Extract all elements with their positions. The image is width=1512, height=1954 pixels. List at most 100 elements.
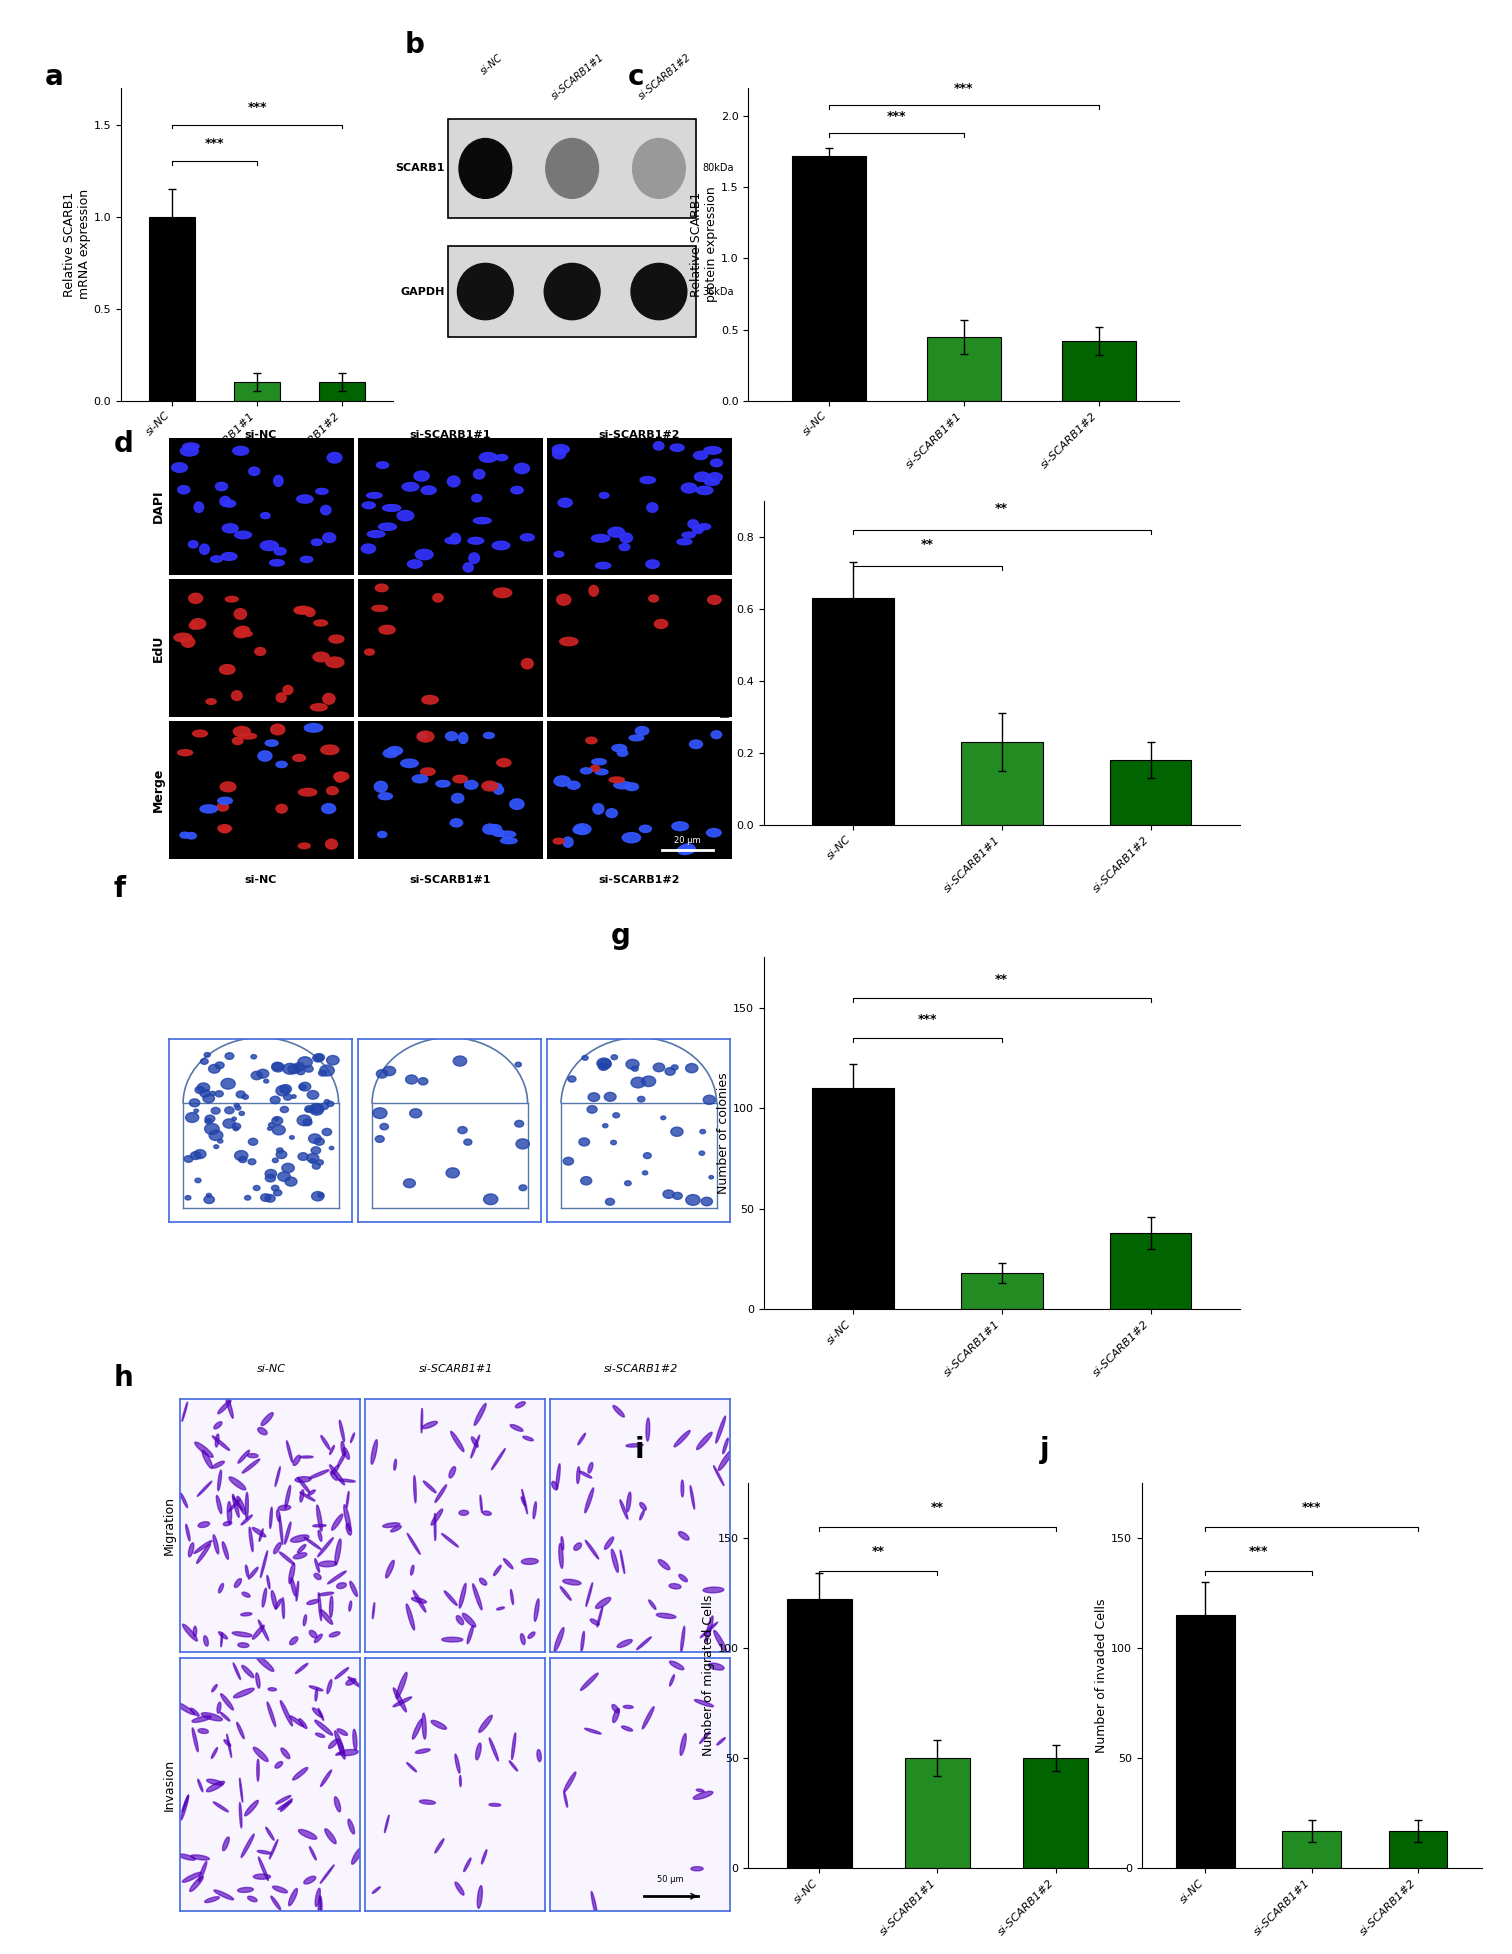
Ellipse shape: [692, 1792, 714, 1800]
Ellipse shape: [307, 1153, 319, 1163]
Ellipse shape: [376, 461, 389, 469]
Ellipse shape: [216, 1495, 222, 1514]
Text: si-SCARB1#2: si-SCARB1#2: [637, 53, 694, 102]
Text: f: f: [113, 875, 125, 903]
Ellipse shape: [284, 1176, 296, 1186]
Ellipse shape: [240, 1514, 253, 1524]
Ellipse shape: [280, 1516, 283, 1544]
Ellipse shape: [582, 1055, 588, 1061]
Ellipse shape: [304, 1876, 316, 1884]
Text: ***: ***: [954, 82, 974, 96]
Bar: [1388, 1831, 1447, 1868]
Ellipse shape: [383, 1067, 396, 1075]
Ellipse shape: [383, 1522, 399, 1528]
Ellipse shape: [325, 1829, 336, 1845]
Y-axis label: EdU: EdU: [153, 635, 165, 662]
Ellipse shape: [478, 1886, 482, 1909]
Ellipse shape: [617, 750, 627, 756]
Ellipse shape: [367, 531, 386, 537]
Ellipse shape: [239, 733, 257, 739]
Ellipse shape: [407, 1534, 420, 1553]
Ellipse shape: [256, 647, 266, 655]
Ellipse shape: [623, 1706, 634, 1708]
Ellipse shape: [310, 703, 327, 711]
Ellipse shape: [569, 1077, 576, 1083]
Ellipse shape: [222, 1837, 230, 1850]
Ellipse shape: [351, 1432, 355, 1442]
Ellipse shape: [295, 608, 307, 614]
Ellipse shape: [419, 1800, 435, 1804]
Ellipse shape: [383, 504, 401, 512]
Ellipse shape: [280, 1551, 295, 1565]
Ellipse shape: [253, 1528, 266, 1538]
Ellipse shape: [277, 805, 287, 813]
Ellipse shape: [342, 1442, 345, 1456]
Ellipse shape: [280, 1700, 292, 1725]
Ellipse shape: [194, 1110, 198, 1112]
Ellipse shape: [559, 637, 578, 645]
Ellipse shape: [653, 1063, 665, 1071]
Ellipse shape: [245, 1565, 248, 1577]
Ellipse shape: [248, 1895, 257, 1901]
Ellipse shape: [591, 758, 606, 764]
Ellipse shape: [407, 1604, 414, 1630]
Ellipse shape: [685, 1063, 699, 1073]
Ellipse shape: [308, 1469, 330, 1479]
Ellipse shape: [416, 1749, 429, 1753]
Ellipse shape: [287, 1065, 301, 1073]
Ellipse shape: [596, 770, 608, 774]
Ellipse shape: [284, 1485, 290, 1508]
Ellipse shape: [265, 741, 278, 746]
Text: ***: ***: [1302, 1501, 1321, 1514]
Ellipse shape: [380, 1124, 389, 1129]
Ellipse shape: [299, 1489, 304, 1503]
Ellipse shape: [497, 758, 511, 766]
Ellipse shape: [206, 1118, 212, 1124]
Ellipse shape: [452, 793, 464, 803]
Ellipse shape: [643, 1706, 655, 1729]
Ellipse shape: [307, 1600, 319, 1604]
Text: ***: ***: [204, 137, 224, 150]
Ellipse shape: [364, 649, 375, 655]
Ellipse shape: [410, 1108, 422, 1118]
Ellipse shape: [649, 594, 658, 602]
Ellipse shape: [514, 463, 529, 473]
Ellipse shape: [204, 1897, 219, 1903]
Ellipse shape: [511, 487, 523, 494]
Ellipse shape: [464, 1858, 472, 1872]
Ellipse shape: [682, 483, 697, 492]
Y-axis label: DAPI: DAPI: [153, 490, 165, 524]
Ellipse shape: [234, 531, 251, 539]
Ellipse shape: [442, 1534, 458, 1548]
Ellipse shape: [331, 1466, 339, 1473]
Ellipse shape: [334, 772, 349, 782]
Ellipse shape: [177, 750, 192, 756]
Bar: [792, 156, 866, 401]
Ellipse shape: [222, 1542, 228, 1559]
Ellipse shape: [311, 1192, 324, 1202]
Ellipse shape: [227, 1733, 231, 1757]
Ellipse shape: [310, 1847, 316, 1860]
Ellipse shape: [499, 830, 516, 838]
Ellipse shape: [322, 803, 336, 813]
Ellipse shape: [304, 1538, 321, 1550]
Ellipse shape: [325, 838, 337, 850]
Ellipse shape: [191, 1854, 209, 1860]
Ellipse shape: [316, 1505, 322, 1532]
Ellipse shape: [493, 1565, 500, 1575]
Ellipse shape: [649, 1600, 656, 1610]
Ellipse shape: [473, 469, 485, 479]
Ellipse shape: [236, 1090, 245, 1098]
Ellipse shape: [254, 1874, 271, 1880]
Ellipse shape: [186, 832, 197, 838]
Ellipse shape: [278, 1505, 290, 1510]
Ellipse shape: [274, 1542, 281, 1553]
Ellipse shape: [221, 1079, 236, 1088]
Ellipse shape: [587, 1106, 597, 1114]
Ellipse shape: [709, 1176, 714, 1178]
Ellipse shape: [435, 1839, 445, 1852]
Ellipse shape: [372, 1602, 375, 1618]
Bar: [148, 217, 195, 401]
Ellipse shape: [380, 625, 395, 633]
Ellipse shape: [321, 1104, 328, 1110]
